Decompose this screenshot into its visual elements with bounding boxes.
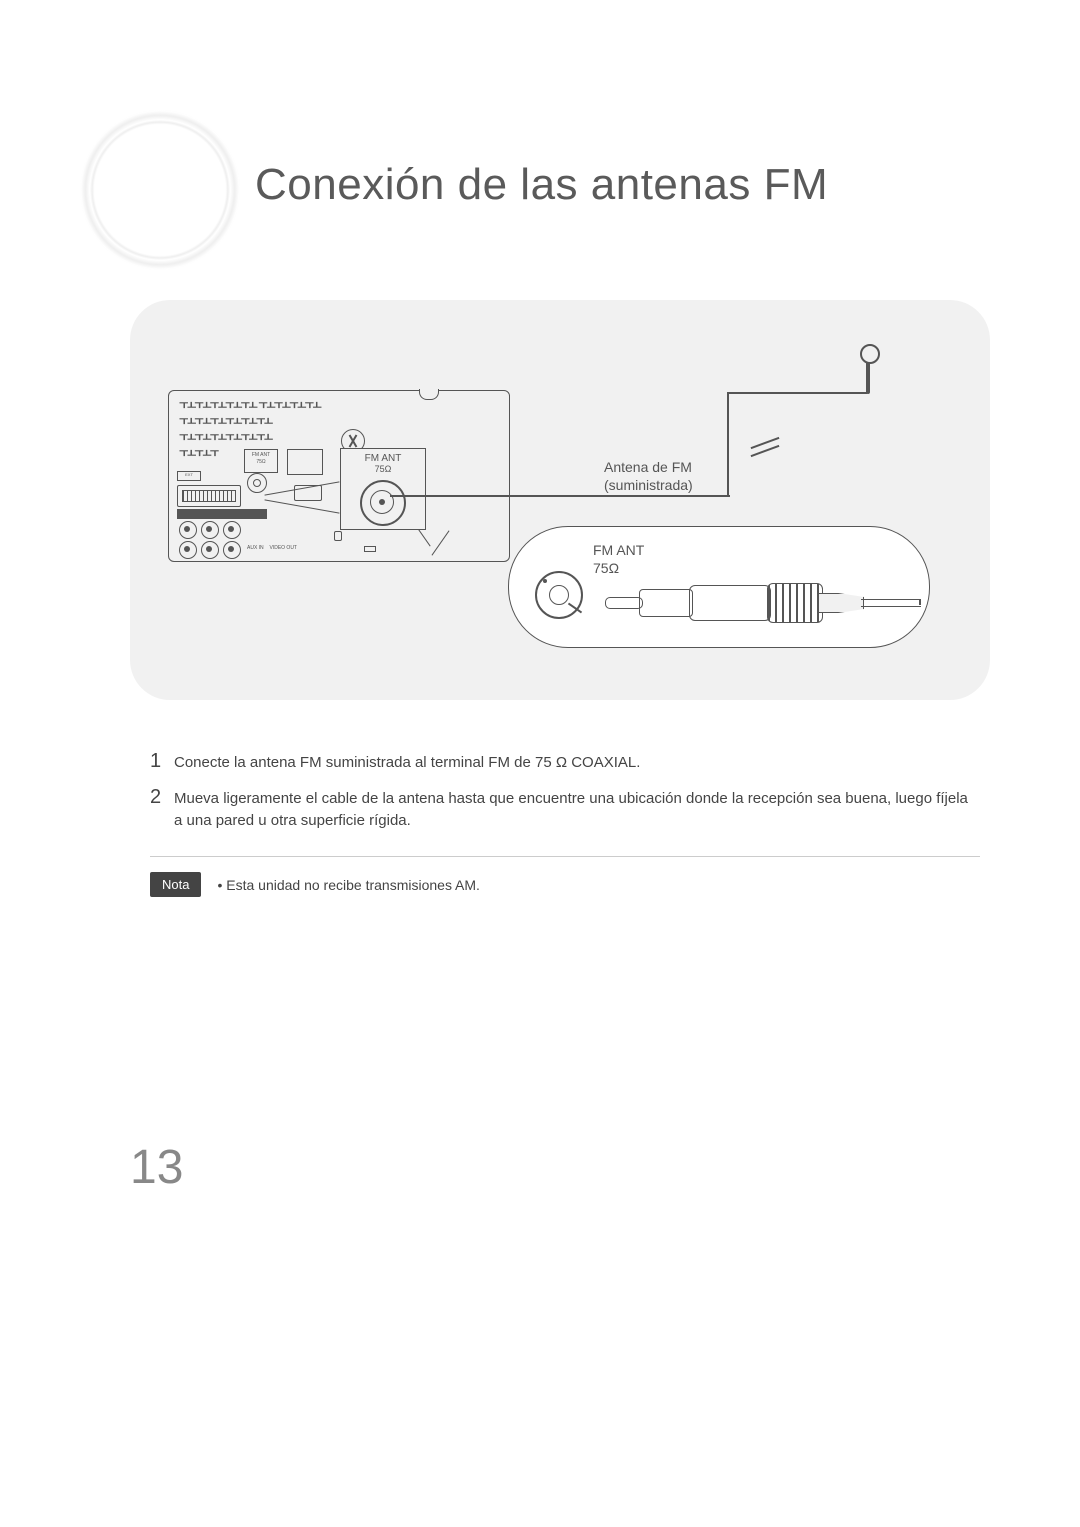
rca-port <box>179 521 197 539</box>
coax-port-small <box>247 473 267 493</box>
fm-small-line2: 75Ω <box>256 459 265 465</box>
rca-port <box>201 521 219 539</box>
step-number: 1 <box>150 750 174 773</box>
connector-line1: FM ANT <box>593 542 644 558</box>
step-text: Mueva ligeramente el cable de la antena … <box>174 786 980 832</box>
plug-pin <box>605 597 643 609</box>
misc-slot <box>334 531 342 541</box>
plug-body <box>689 585 771 621</box>
coax-terminal-icon <box>535 571 583 619</box>
note-text: • Esta unidad no recibe transmisiones AM… <box>217 877 479 893</box>
instruction-step: 1 Conecte la antena FM suministrada al t… <box>150 750 980 774</box>
page-title: Conexión de las antenas FM <box>255 160 828 210</box>
component-out-label <box>177 509 267 519</box>
horizontal-divider <box>150 856 980 857</box>
antenna-label-line2: (suministrada) <box>604 477 693 493</box>
plug-collar <box>639 589 693 617</box>
step-number: 2 <box>150 786 174 809</box>
fm-antenna-label-small: FM ANT 75Ω <box>244 449 278 473</box>
instruction-step: 2 Mueva ligeramente el cable de la anten… <box>150 786 980 832</box>
callout-line1: FM ANT <box>341 453 425 464</box>
plug-grip <box>767 583 823 623</box>
aux-in-label: AUX IN <box>247 545 264 551</box>
ext-label: EXT <box>177 471 201 481</box>
rca-port <box>201 541 219 559</box>
decorative-binary-circle <box>80 110 240 270</box>
antenna-supplied-label: Antena de FM (suministrada) <box>604 458 693 494</box>
rca-port <box>179 541 197 559</box>
antenna-tip-icon <box>860 344 880 364</box>
connector-label: FM ANT 75Ω <box>593 541 644 577</box>
fm-connector-detail: FM ANT 75Ω <box>508 526 930 648</box>
device-back-panel: ⫟⫠⫟⫠⫟⫠⫟⫠⫟⫠ ⫟⫠⫟⫠⫟⫠⫟⫠ ⫟⫠⫟⫠⫟⫠⫟⫠⫟⫠⫟⫠ ⫟⫠⫟⫠⫟⫠⫟… <box>168 390 510 562</box>
misc-slot <box>364 546 376 552</box>
scart-port <box>177 485 241 507</box>
fm-small-line1: FM ANT <box>252 452 270 458</box>
manual-page: Conexión de las antenas FM ⫟⫠⫟⫠⫟⫠⫟⫠⫟⫠ ⫟⫠… <box>0 0 1080 1527</box>
coax-port-icon <box>360 480 406 526</box>
port-caption-row: AUX IN VIDEO OUT <box>247 545 297 551</box>
note-badge: Nota <box>150 872 201 897</box>
antenna-label-line1: Antena de FM <box>604 459 692 475</box>
vent-row: ⫟⫠⫟⫠⫟ <box>179 443 239 461</box>
plug-cable <box>861 599 921 607</box>
callout-line2: 75Ω <box>341 464 425 474</box>
connection-diagram: ⫟⫠⫟⫠⫟⫠⫟⫠⫟⫠ ⫟⫠⫟⫠⫟⫠⫟⫠ ⫟⫠⫟⫠⫟⫠⫟⫠⫟⫠⫟⫠ ⫟⫠⫟⫠⫟⫠⫟… <box>130 300 990 700</box>
coax-plug-drawing <box>605 583 905 623</box>
instruction-list: 1 Conecte la antena FM suministrada al t… <box>150 750 980 844</box>
panel-notch <box>419 389 439 400</box>
rca-port <box>223 541 241 559</box>
speaker-out-port <box>287 449 323 475</box>
rca-port <box>223 521 241 539</box>
antenna-wire <box>390 495 730 497</box>
antenna-wire <box>727 392 731 497</box>
page-number: 13 <box>130 1140 183 1195</box>
video-out-label: VIDEO OUT <box>269 545 297 551</box>
coax-dot <box>543 579 547 583</box>
connector-line2: 75Ω <box>593 560 619 576</box>
antenna-wire <box>727 392 867 394</box>
plug-strain-relief <box>819 593 864 613</box>
wire-break-mark <box>750 440 780 454</box>
plug-cable-end <box>919 599 921 605</box>
step-text: Conecte la antena FM suministrada al ter… <box>174 750 640 774</box>
fm-antenna-callout: FM ANT 75Ω <box>340 448 426 530</box>
note-block: Nota • Esta unidad no recibe transmision… <box>150 872 480 897</box>
